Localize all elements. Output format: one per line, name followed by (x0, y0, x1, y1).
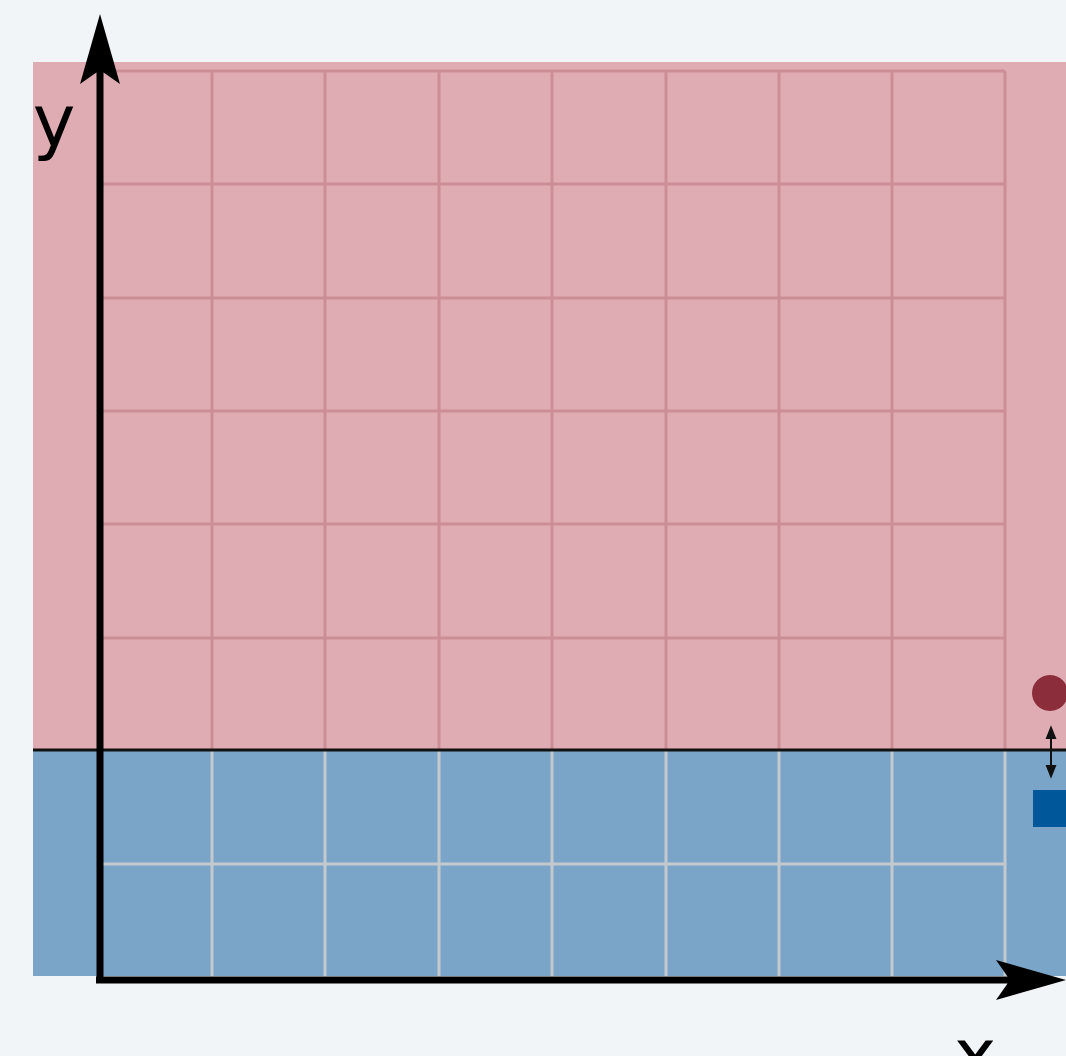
particle-circle (1032, 675, 1066, 711)
particle-square (1033, 790, 1066, 827)
y-axis-arrow (80, 14, 120, 84)
double-arrow (1045, 725, 1057, 779)
upper-region (33, 62, 1066, 750)
x-axis-arrow (996, 960, 1066, 1000)
x-axis-label: x (954, 1013, 997, 1056)
lower-grid (100, 750, 1007, 976)
upper-grid (100, 69, 1007, 750)
y-axis-label: y (33, 79, 76, 163)
